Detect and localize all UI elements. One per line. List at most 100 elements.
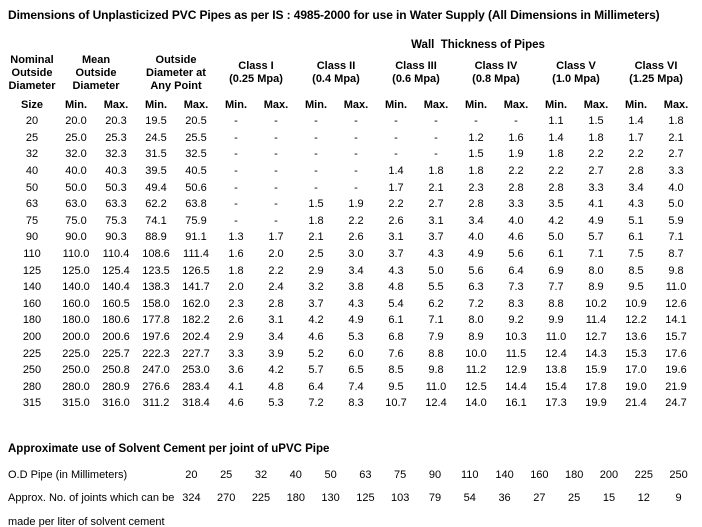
table-row: 25 25.0 25.3 24.5 25.5 - - - - - - 1.2 1.6 1.4 1.8 1.7 2…: [8, 130, 696, 147]
value-cell: 19.0: [625, 380, 647, 393]
value-cell: -: [234, 198, 238, 211]
value-cell: 1.8: [308, 214, 324, 227]
value-cell: 5.3: [348, 331, 364, 344]
value-cell: 8.0: [588, 264, 604, 277]
value-cell: 3.1: [388, 231, 404, 244]
value-cell: 63: [359, 469, 372, 482]
value-cell: -: [474, 115, 478, 128]
subheader-minmax: Max.: [183, 99, 209, 111]
value-cell: 4.2: [268, 364, 284, 377]
value-cell: 108.6: [142, 248, 170, 261]
value-cell: 90.0: [65, 231, 87, 244]
value-cell: -: [354, 131, 358, 144]
value-cell: 1.8: [428, 165, 444, 178]
value-cell: 9.2: [508, 314, 524, 327]
value-cell: 280.9: [102, 380, 130, 393]
value-cell: 11.2: [465, 364, 487, 377]
table-row: 180 180.0 180.6 177.8 182.2 2.6 3.1 4.2 4.9 6.1 7.…: [8, 312, 696, 329]
value-cell: 17.3: [545, 397, 567, 410]
value-cell: 5.1: [628, 214, 644, 227]
value-cell: 24.7: [665, 397, 687, 410]
value-cell: 160.5: [102, 297, 130, 310]
value-cell: -: [354, 115, 358, 128]
subheader-size: Size: [20, 99, 43, 111]
value-cell: -: [274, 115, 278, 128]
value-cell: 4.3: [348, 297, 364, 310]
table-row: 20 20.0 20.3 19.5 20.5 - - - - - - - - 1.1 1.5 1.4 1.8: [8, 113, 696, 130]
value-cell: 2.9: [308, 264, 324, 277]
value-cell: 3.6: [228, 364, 244, 377]
value-cell: 1.8: [668, 115, 684, 128]
value-cell: 10.3: [505, 331, 527, 344]
value-cell: 125.4: [102, 264, 130, 277]
row-label: Approx. No. of joints which can be: [8, 492, 175, 505]
value-cell: 3.0: [348, 248, 364, 261]
subheader-minmax: Min.: [545, 99, 567, 111]
table-row: 32 32.0 32.3 31.5 32.5 - - - - - - 1.5 1.9 1.8 2.2 2.2 2…: [8, 146, 696, 163]
value-cell: 2.6: [388, 214, 404, 227]
value-cell: 15.7: [665, 331, 687, 344]
value-cell: 1.8: [548, 148, 564, 161]
size-cell: 50: [25, 181, 39, 194]
value-cell: 14.3: [585, 347, 607, 360]
value-cell: 25.3: [105, 131, 127, 144]
value-cell: 2.7: [428, 198, 444, 211]
value-cell: 2.7: [668, 148, 684, 161]
value-cell: 270: [217, 492, 236, 505]
value-cell: 14.4: [505, 380, 527, 393]
value-cell: 7.4: [348, 380, 364, 393]
value-cell: -: [434, 131, 438, 144]
value-cell: 1.5: [588, 115, 604, 128]
value-cell: 8.8: [548, 297, 564, 310]
value-cell: 15.9: [585, 364, 607, 377]
value-cell: 25: [220, 469, 233, 482]
value-cell: 6.4: [508, 264, 524, 277]
value-cell: 225: [251, 492, 271, 505]
value-cell: 11.4: [585, 314, 607, 327]
value-cell: 6.1: [628, 231, 644, 244]
value-cell: 140.4: [102, 281, 130, 294]
value-cell: 1.8: [588, 131, 604, 144]
value-cell: 32: [254, 469, 268, 482]
value-cell: 12: [637, 492, 650, 505]
value-cell: -: [354, 148, 358, 161]
value-cell: 4.9: [468, 248, 484, 261]
value-cell: 50.3: [105, 181, 127, 194]
value-cell: 2.7: [588, 165, 604, 178]
table-body: 20 20.0 20.3 19.5 20.5- - - - - - - -1.1 1.5 1.4 1.8 25…: [8, 113, 696, 412]
table-row: 125 125.0 125.4 123.5 126.5 1.8 2.2 2.9 3.4 4.3 5.…: [8, 262, 696, 279]
value-cell: 4.9: [348, 314, 364, 327]
value-cell: 3.7: [428, 231, 444, 244]
subheader-minmax: Min.: [65, 99, 87, 111]
value-cell: 17.0: [625, 364, 647, 377]
value-cell: 1.6: [508, 131, 524, 144]
value-cell: 50: [324, 469, 337, 482]
size-cell: 110: [23, 248, 41, 261]
value-cell: 20.5: [185, 115, 207, 128]
column-group-nominal-outside-diameter: Nominal Outside Diameter: [8, 53, 56, 92]
value-cell: 250: [669, 469, 688, 482]
value-cell: 8.0: [468, 314, 484, 327]
solvent-table-body: O.D Pipe (in Millimeters) 20 25 32 40 50 63 75 9…: [8, 464, 696, 510]
value-cell: -: [234, 181, 238, 194]
value-cell: 2.3: [228, 297, 244, 310]
value-cell: 1.3: [228, 231, 244, 244]
value-cell: 7.9: [428, 331, 444, 344]
value-cell: 2.6: [348, 231, 364, 244]
value-cell: 180.6: [102, 314, 130, 327]
value-cell: 17.8: [585, 380, 607, 393]
value-cell: 1.1: [548, 115, 564, 128]
column-group-row: Nominal Outside Diameter Mean Outside Dia…: [8, 51, 696, 95]
value-cell: -: [354, 165, 358, 178]
value-cell: 4.6: [228, 397, 244, 410]
value-cell: 6.0: [348, 347, 364, 360]
value-cell: 141.7: [182, 281, 210, 294]
value-cell: -: [234, 214, 238, 227]
value-cell: 25: [568, 492, 581, 505]
value-cell: 103: [391, 492, 410, 505]
value-cell: 90.3: [105, 231, 127, 244]
wall-thickness-heading: Wall Thickness of Pipes: [411, 39, 545, 51]
value-cell: 10.7: [385, 397, 407, 410]
value-cell: 5.6: [468, 264, 484, 277]
